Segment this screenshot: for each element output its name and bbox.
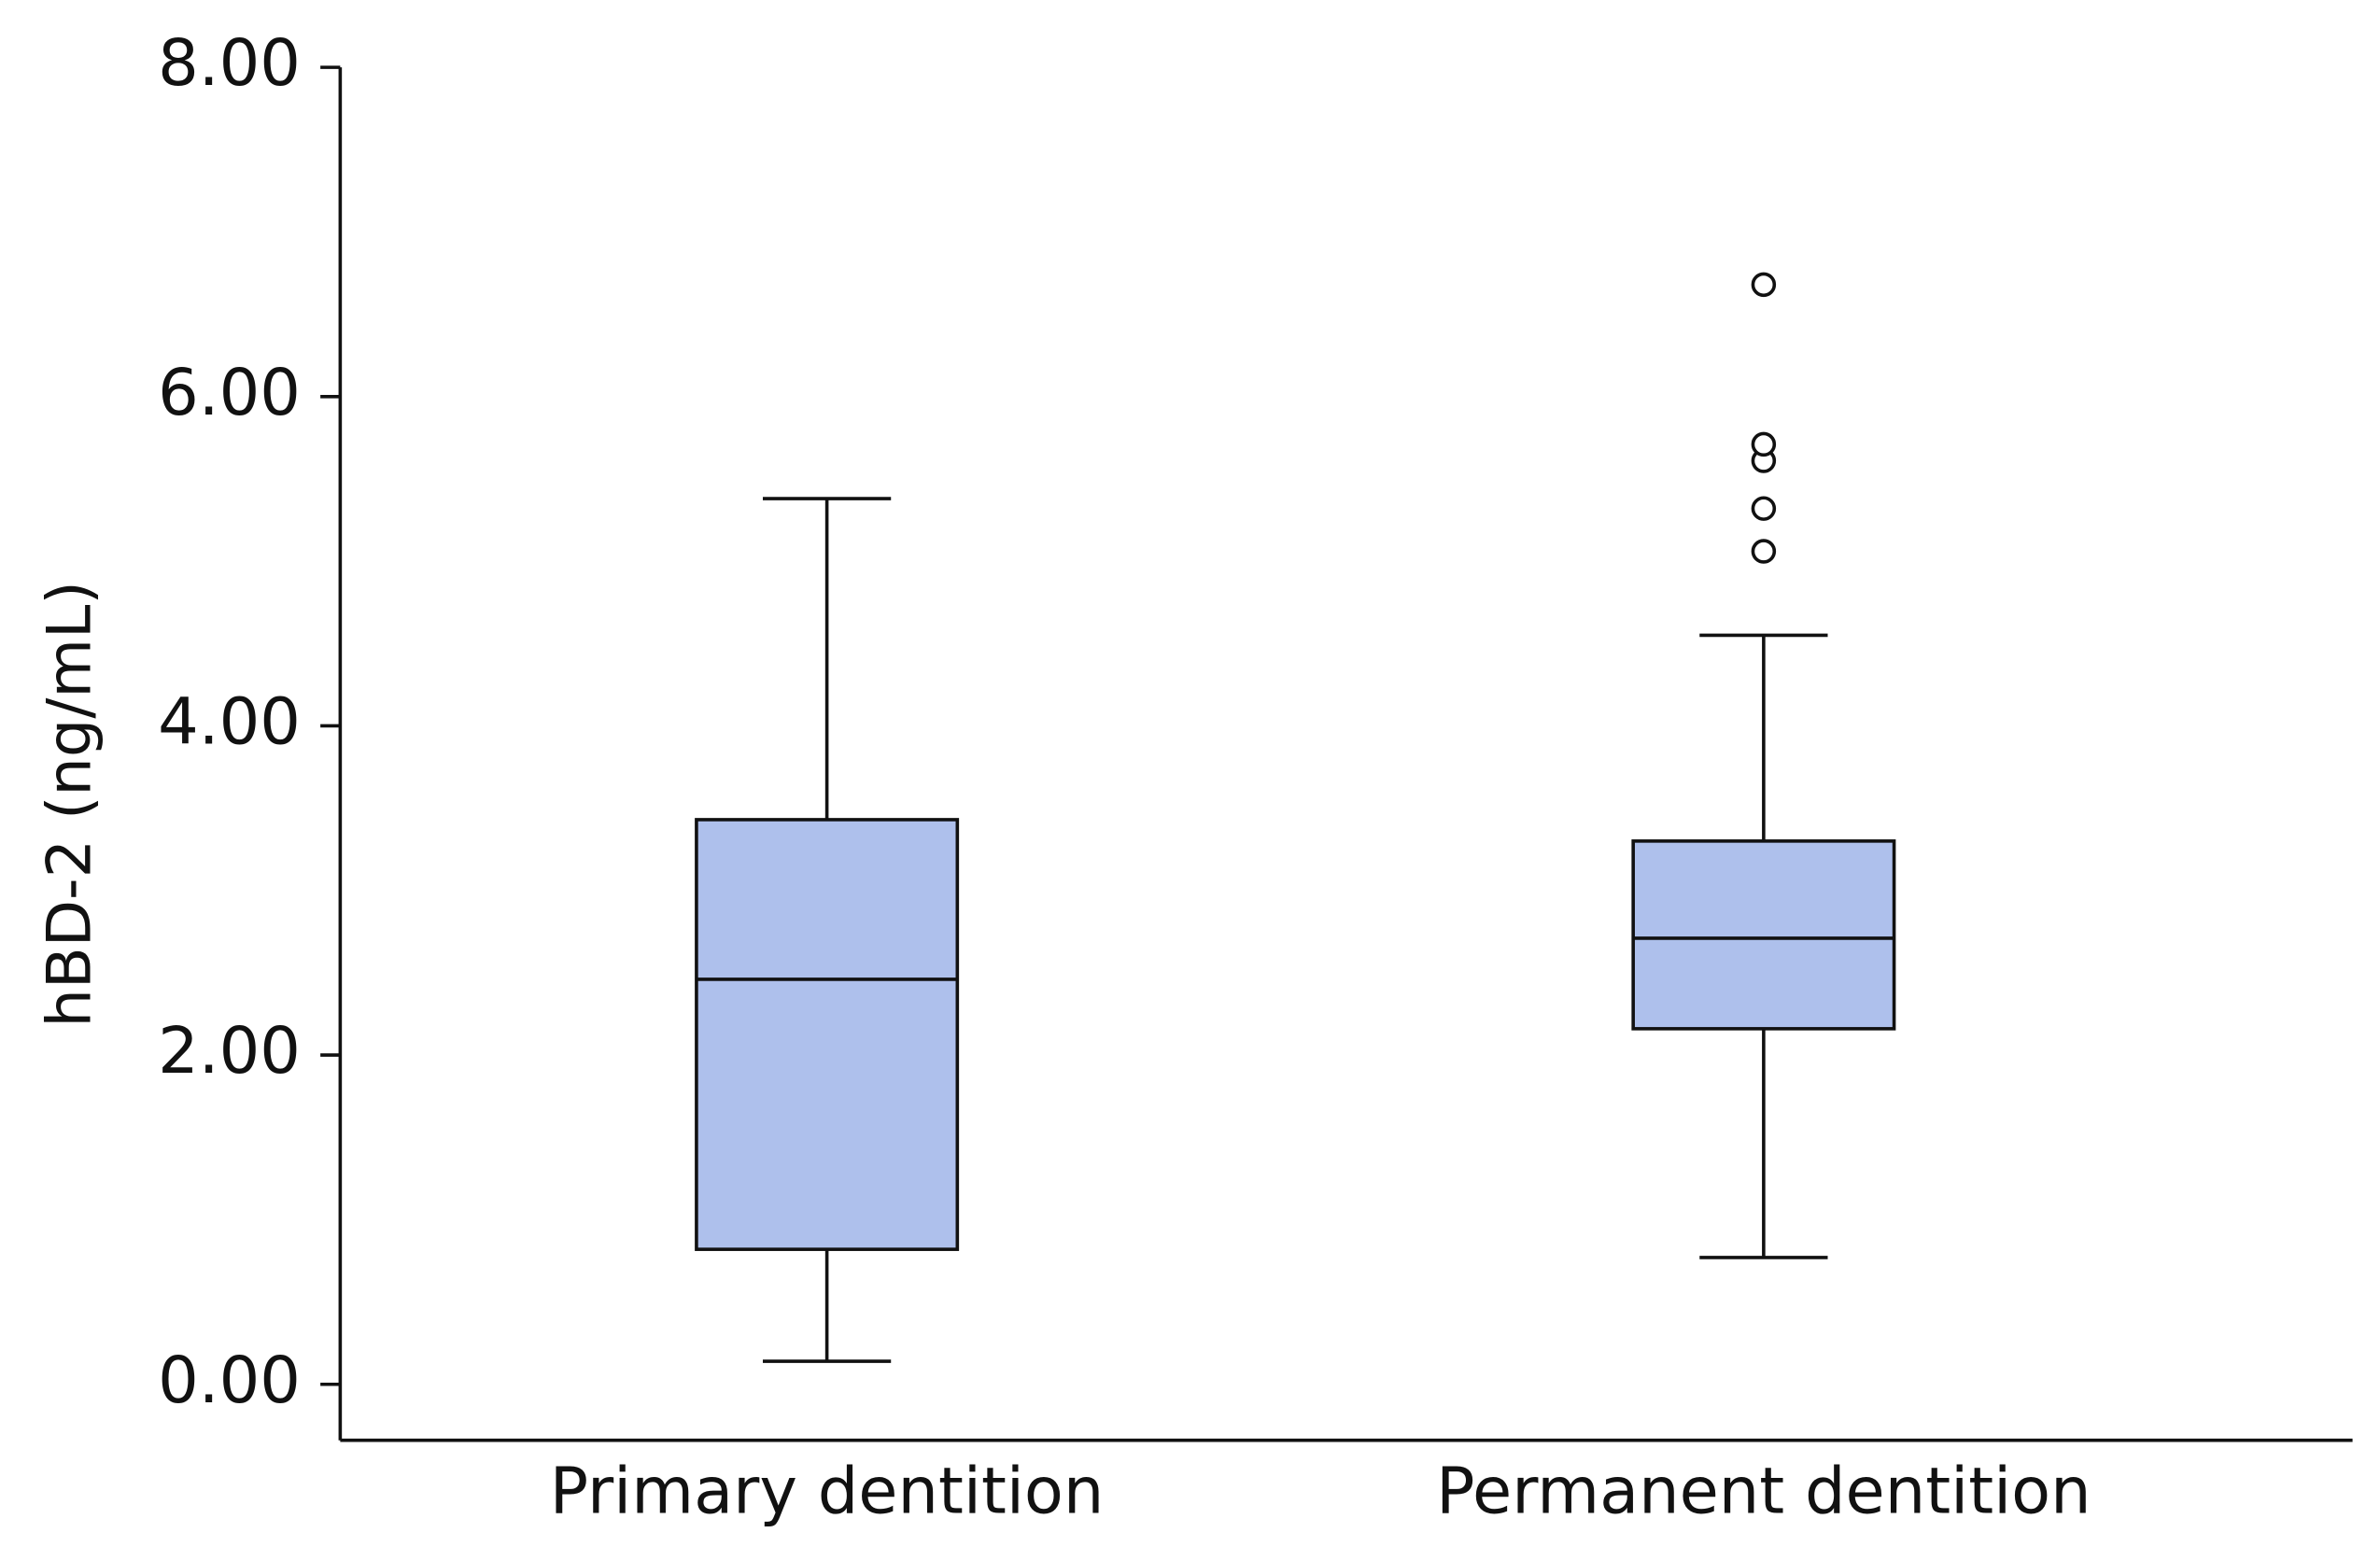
box [1631,839,1896,1031]
box [695,818,960,1251]
y-tick-label: 0.00 [158,1343,301,1418]
x-tick-label: Primary dentition [550,1455,1105,1529]
y-tick-label: 6.00 [158,356,301,430]
x-tick-label: Permanent dentition [1436,1455,2091,1529]
outlier [1751,272,1777,298]
y-tick-label: 8.00 [158,26,301,101]
y-axis-label: hBD-2 (ng/mL) [34,581,105,1027]
outlier [1751,431,1777,457]
y-tick-label: 4.00 [158,684,301,759]
y-tick-label: 2.00 [158,1014,301,1089]
outlier [1751,539,1777,564]
outlier [1751,496,1777,521]
